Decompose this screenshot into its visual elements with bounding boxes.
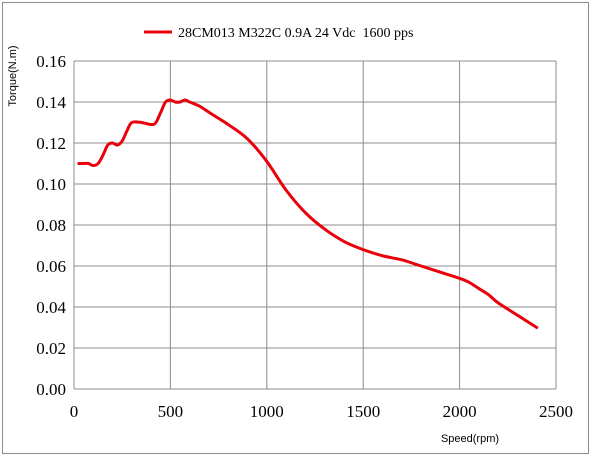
y-tick-label: 0.14 — [36, 93, 66, 112]
y-tick-label: 0.06 — [36, 257, 66, 276]
y-axis-title: Torque(N.m) — [7, 45, 19, 106]
x-axis-title: Speed(rpm) — [441, 433, 499, 445]
y-tick-label: 0.04 — [36, 298, 66, 317]
grid-lines — [73, 60, 557, 390]
y-tick-label: 0.08 — [36, 216, 66, 235]
x-tick-label: 2000 — [443, 402, 477, 421]
series-line-1 — [77, 98, 539, 329]
y-tick-label: 0.10 — [36, 175, 66, 194]
y-tick-label: 0.00 — [36, 380, 66, 399]
legend: 28CM013 M322C 0.9A 24 Vdc 1600 pps — [144, 26, 413, 41]
x-tick-label: 2500 — [539, 402, 573, 421]
x-tick-label: 0 — [70, 402, 79, 421]
tick-labels: 0.00 0.02 0.04 0.06 0.08 0.10 0.12 0.14 0.16 0 500… — [36, 52, 573, 421]
x-tick-label: 500 — [158, 402, 184, 421]
chart-frame — [2, 2, 589, 454]
y-tick-label: 0.16 — [36, 52, 66, 71]
legend-label-series-1: 28CM013 M322C 0.9A 24 Vdc 1600 pps — [178, 26, 413, 41]
y-tick-label: 0.12 — [36, 134, 66, 153]
series-layer — [77, 98, 539, 329]
x-tick-label: 1000 — [250, 402, 284, 421]
x-tick-label: 1500 — [346, 402, 380, 421]
y-tick-label: 0.02 — [36, 339, 66, 358]
